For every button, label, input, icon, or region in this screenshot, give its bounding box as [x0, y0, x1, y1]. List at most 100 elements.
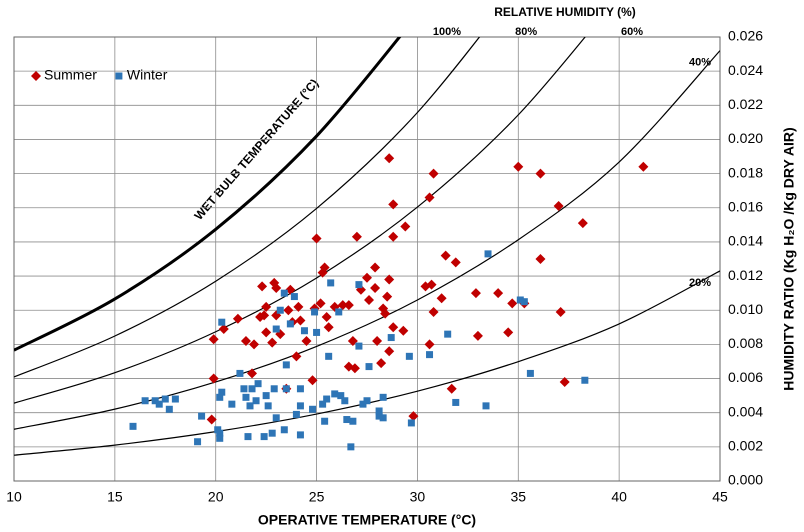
point	[365, 363, 373, 371]
point	[343, 361, 354, 372]
point	[208, 334, 219, 345]
point	[267, 337, 278, 348]
point	[398, 325, 409, 336]
point	[261, 301, 272, 312]
y-tick-label: 0.018	[728, 164, 763, 180]
point	[426, 351, 434, 359]
point	[272, 325, 280, 333]
point	[379, 393, 387, 401]
x-tick-label: 30	[410, 489, 426, 505]
point	[408, 411, 419, 422]
point	[535, 254, 546, 264]
point	[384, 346, 395, 357]
y-tick-label: 0.010	[728, 301, 763, 317]
point	[379, 414, 387, 422]
point	[307, 375, 318, 386]
point	[384, 153, 395, 164]
point	[341, 397, 349, 405]
y-tick-label: 0.024	[728, 62, 763, 78]
point	[343, 300, 354, 311]
point	[261, 327, 272, 338]
point	[638, 161, 649, 172]
point	[388, 231, 399, 242]
y-tick-label: 0.022	[728, 96, 763, 112]
point	[553, 201, 564, 212]
point	[370, 283, 381, 294]
point	[280, 289, 288, 297]
curve-label: 100%	[433, 26, 461, 38]
point	[155, 400, 163, 408]
point	[311, 308, 319, 316]
point	[347, 443, 355, 451]
curve-label: 20%	[689, 277, 711, 289]
point	[446, 383, 457, 394]
point	[208, 373, 219, 384]
point	[428, 306, 439, 317]
curves	[14, 37, 720, 456]
point	[424, 339, 435, 350]
point	[151, 397, 159, 405]
point	[319, 400, 327, 408]
point	[248, 385, 256, 393]
point	[276, 306, 284, 314]
y-tick-label: 0.020	[728, 130, 763, 146]
x-tick-label: 10	[6, 489, 22, 505]
y-tick-label: 0.014	[728, 233, 763, 249]
point	[293, 301, 304, 312]
point	[555, 306, 566, 317]
x-tick-label: 35	[510, 489, 526, 505]
point	[343, 416, 351, 424]
point	[355, 281, 363, 289]
legend-marker	[31, 71, 41, 81]
point	[244, 433, 252, 441]
point	[470, 288, 481, 299]
point	[254, 380, 262, 388]
y-tick-label: 0.000	[728, 472, 763, 488]
point	[198, 412, 206, 420]
chart-title: RELATIVE HUMIDITY (%)	[494, 5, 636, 19]
point	[384, 274, 395, 285]
x-tick-label: 25	[309, 489, 325, 505]
point	[165, 405, 173, 413]
rh-curve	[14, 37, 402, 352]
point	[282, 361, 290, 369]
point	[482, 402, 490, 410]
point	[327, 279, 335, 287]
point	[444, 330, 452, 338]
point	[268, 429, 276, 437]
point	[325, 352, 333, 360]
point	[216, 393, 224, 401]
x-axis-title: OPERATIVE TEMPERATURE (°C)	[258, 512, 476, 528]
point	[232, 313, 243, 324]
point	[214, 426, 222, 434]
point	[405, 352, 413, 360]
point	[290, 293, 298, 301]
point	[309, 405, 317, 413]
point	[520, 298, 528, 306]
point	[296, 431, 304, 439]
x-tick-label: 20	[208, 489, 224, 505]
point	[577, 218, 588, 229]
y-tick-label: 0.006	[728, 369, 763, 385]
point	[301, 335, 312, 346]
legend-label: Winter	[127, 67, 168, 83]
point	[300, 327, 308, 335]
point	[493, 288, 504, 299]
point	[363, 397, 371, 405]
point	[269, 277, 280, 288]
point	[375, 412, 383, 420]
point	[313, 328, 321, 336]
y-tick-label: 0.012	[728, 267, 763, 283]
point	[264, 402, 272, 410]
legend-marker	[115, 72, 123, 80]
point	[286, 320, 294, 328]
point	[206, 414, 217, 425]
point	[247, 368, 258, 379]
point	[218, 388, 226, 396]
point	[218, 324, 229, 335]
point	[450, 257, 461, 268]
point	[359, 400, 367, 408]
plot-frame	[13, 36, 721, 482]
point	[347, 335, 358, 346]
